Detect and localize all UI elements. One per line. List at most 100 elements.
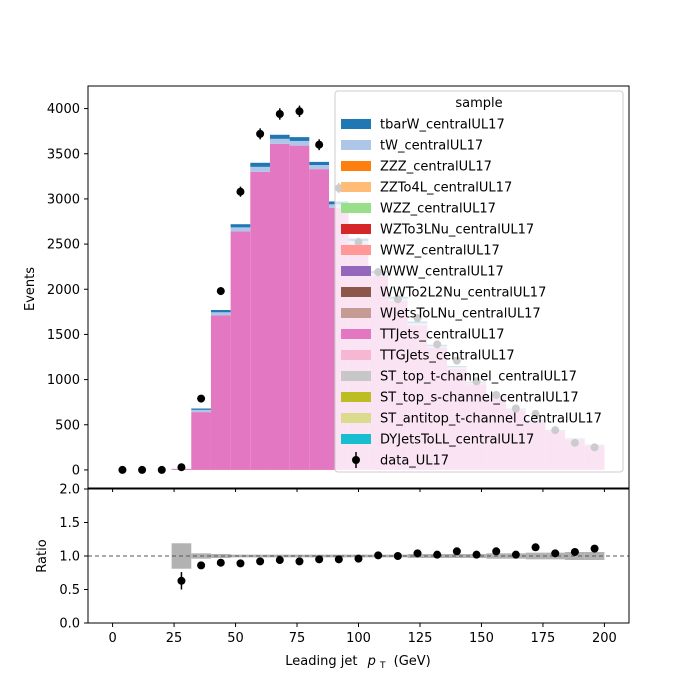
data-point <box>275 110 284 119</box>
x-tick-label: 200 <box>592 631 617 646</box>
main-y-tick-label: 1500 <box>47 328 80 343</box>
ratio-point <box>295 557 304 566</box>
data-point <box>138 465 147 474</box>
ratio-point <box>275 556 284 565</box>
legend-entry-label: data_UL17 <box>380 454 449 469</box>
legend-swatch <box>341 287 371 297</box>
ratio-point <box>177 576 186 585</box>
data-point <box>295 107 304 116</box>
ratio-point <box>472 550 481 559</box>
ratio-uncertainty-band <box>250 554 270 558</box>
ratio-point <box>374 551 383 560</box>
legend-entry-label: ST_top_t-channel_centralUL17 <box>380 370 577 385</box>
legend-entry-label: DYJetsToLL_centralUL17 <box>380 433 534 448</box>
ratio-point <box>216 558 225 567</box>
ratio-y-tick-label: 2.0 <box>59 483 80 498</box>
legend-swatch <box>341 413 371 423</box>
x-axis-label: Leading jet p T (GeV) <box>285 654 430 672</box>
ratio-point <box>334 555 343 564</box>
legend-entry-label: tbarW_centralUL17 <box>380 118 505 133</box>
legend-swatch <box>341 308 371 318</box>
stack-bar <box>250 171 270 470</box>
ratio-uncertainty-band <box>525 552 546 560</box>
ratio-point <box>511 550 520 559</box>
data-point <box>216 287 225 296</box>
data-point <box>197 394 206 403</box>
ratio-point <box>531 543 540 552</box>
data-point <box>157 465 166 474</box>
stack-bar <box>309 165 329 170</box>
legend-entry-label: WWTo2L2Nu_centralUL17 <box>380 286 546 301</box>
legend-swatch <box>341 224 371 234</box>
main-y-tick-label: 4000 <box>47 102 80 117</box>
legend-entry-label: WJetsToLNu_centralUL17 <box>380 307 541 322</box>
main-y-tick-label: 500 <box>55 418 80 433</box>
main-y-tick-label: 0 <box>72 463 80 478</box>
data-point <box>118 465 127 474</box>
legend-entry-label: WZTo3LNu_centralUL17 <box>380 223 534 238</box>
legend-swatch <box>341 329 371 339</box>
legend-swatch <box>341 266 371 276</box>
x-axis-label-main: Leading jet <box>285 654 357 669</box>
stack-bar <box>230 231 251 470</box>
data-point <box>256 129 265 138</box>
stack-bar <box>289 140 310 146</box>
legend-entry-label: TTJets_centralUL17 <box>379 328 505 343</box>
ratio-point <box>236 559 245 568</box>
legend-point-marker <box>352 456 360 464</box>
stack-bar <box>210 315 231 470</box>
legend-swatch <box>341 182 371 192</box>
stack-bar <box>289 145 310 470</box>
x-tick-label: 50 <box>227 631 244 646</box>
ratio-uncertainty-band <box>447 553 467 559</box>
stack-bar <box>191 412 211 470</box>
x-tick-label: 175 <box>531 631 556 646</box>
ratio-point <box>570 547 579 556</box>
legend-title: sample <box>455 96 502 111</box>
legend-swatch <box>341 350 371 360</box>
data-point <box>236 187 245 196</box>
legend-swatch <box>341 203 371 213</box>
legend-swatch <box>341 119 371 129</box>
ratio-point <box>413 549 422 558</box>
legend-entry-label: WWZ_centralUL17 <box>380 244 500 259</box>
legend-entry-label: ZZTo4L_centralUL17 <box>380 181 512 196</box>
ratio-point <box>393 552 402 560</box>
stack-bar <box>210 312 231 316</box>
ratio-point <box>452 547 461 556</box>
main-y-tick-label: 3000 <box>47 192 80 207</box>
data-point <box>315 140 324 149</box>
ratio-point <box>256 557 265 566</box>
legend-entry-label: tW_centralUL17 <box>380 139 483 154</box>
stack-bar <box>309 161 329 166</box>
main-y-tick-label: 2000 <box>47 283 80 298</box>
stack-bar <box>230 227 251 232</box>
ratio-point <box>354 554 363 563</box>
ratio-y-tick-label: 1.0 <box>59 550 80 565</box>
legend-box <box>334 90 624 473</box>
ratio-point <box>492 547 501 556</box>
x-tick-label: 150 <box>469 631 494 646</box>
stack-bar <box>250 162 270 167</box>
x-tick-label: 25 <box>166 631 183 646</box>
legend-entry-label: WZZ_centralUL17 <box>380 202 496 217</box>
ratio-point <box>590 544 599 553</box>
x-axis-label-symbol: p <box>367 654 376 669</box>
ratio-uncertainty-band <box>230 554 251 558</box>
x-tick-label: 75 <box>289 631 306 646</box>
legend: sample tbarW_centralUL17 tW_centralUL17 ZZZ… <box>334 90 624 473</box>
legend-swatch <box>341 140 371 150</box>
legend-swatch <box>341 371 371 381</box>
stack-bar <box>230 224 251 228</box>
ratio-y-tick-label: 1.5 <box>59 516 80 531</box>
stack-bar <box>210 310 231 313</box>
legend-entry-label: ST_top_s-channel_centralUL17 <box>380 391 579 406</box>
stack-bar <box>191 408 211 410</box>
legend-swatch <box>341 161 371 171</box>
stack-bar <box>269 143 290 470</box>
legend-swatch <box>341 245 371 255</box>
ratio-point <box>315 555 324 564</box>
ratio-point <box>197 561 206 570</box>
